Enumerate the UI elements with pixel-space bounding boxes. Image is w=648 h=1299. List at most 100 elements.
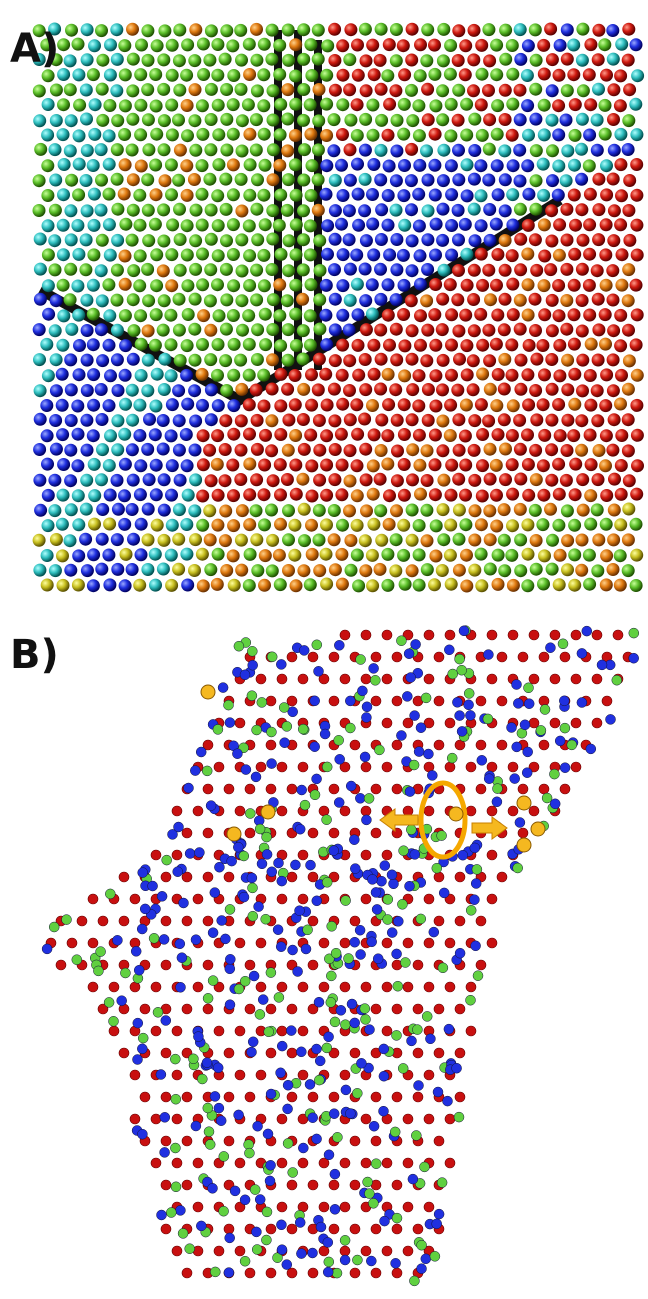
atom bbox=[34, 143, 47, 156]
atom bbox=[243, 68, 256, 81]
atom bbox=[203, 828, 213, 838]
atom bbox=[119, 309, 132, 322]
atom bbox=[197, 458, 210, 471]
atom bbox=[48, 504, 61, 517]
atom bbox=[458, 850, 468, 860]
atom bbox=[104, 489, 117, 502]
atom bbox=[319, 368, 332, 381]
atom bbox=[382, 189, 395, 202]
atom bbox=[506, 429, 519, 442]
atom bbox=[422, 204, 435, 217]
atom bbox=[599, 338, 612, 351]
atom bbox=[513, 144, 526, 157]
atom bbox=[614, 518, 627, 531]
atom bbox=[296, 473, 309, 486]
atom bbox=[452, 24, 465, 37]
atom bbox=[173, 54, 186, 67]
atom bbox=[274, 578, 287, 591]
atom bbox=[282, 564, 295, 577]
atom bbox=[476, 916, 486, 926]
panel-label: B) bbox=[10, 632, 59, 678]
atom bbox=[537, 189, 550, 202]
atom bbox=[297, 174, 310, 187]
atom bbox=[630, 518, 643, 531]
atom bbox=[434, 1209, 444, 1219]
atom bbox=[360, 84, 373, 97]
atom bbox=[42, 98, 55, 111]
atom bbox=[313, 504, 326, 517]
atom bbox=[298, 143, 311, 156]
atom bbox=[514, 175, 527, 188]
atom bbox=[296, 293, 309, 306]
atom bbox=[340, 982, 350, 992]
atom bbox=[468, 564, 481, 577]
atom bbox=[282, 173, 295, 186]
atom bbox=[234, 984, 244, 994]
atom bbox=[546, 324, 559, 337]
atom bbox=[111, 234, 124, 247]
atom bbox=[622, 444, 635, 457]
atom bbox=[340, 1255, 350, 1265]
atom bbox=[608, 144, 621, 157]
atom bbox=[453, 444, 466, 457]
atom bbox=[266, 233, 279, 246]
atom bbox=[172, 850, 182, 860]
atom bbox=[351, 98, 364, 111]
atom bbox=[119, 872, 129, 882]
atom bbox=[366, 308, 379, 321]
atom bbox=[276, 942, 286, 952]
atom bbox=[250, 473, 263, 486]
atom bbox=[50, 353, 63, 366]
atom bbox=[173, 414, 186, 427]
atom bbox=[322, 762, 332, 772]
atom bbox=[248, 660, 258, 670]
atom bbox=[72, 38, 85, 51]
atom bbox=[554, 429, 567, 442]
atom bbox=[403, 982, 413, 992]
atom bbox=[398, 339, 411, 352]
atom bbox=[622, 413, 635, 426]
atom bbox=[575, 414, 588, 427]
atom bbox=[360, 323, 373, 336]
atom bbox=[127, 474, 140, 487]
atom bbox=[161, 1016, 171, 1026]
atom bbox=[607, 83, 620, 96]
atom bbox=[151, 1158, 161, 1168]
atom bbox=[421, 83, 434, 96]
atom bbox=[50, 294, 63, 307]
atom bbox=[413, 159, 426, 172]
atom bbox=[72, 428, 85, 441]
atom bbox=[351, 428, 364, 441]
atom bbox=[352, 339, 365, 352]
atom bbox=[111, 414, 124, 427]
atom bbox=[335, 428, 348, 441]
atom bbox=[622, 533, 635, 546]
atom bbox=[555, 736, 565, 746]
atom bbox=[553, 218, 566, 231]
atom bbox=[575, 173, 588, 186]
atom bbox=[80, 233, 93, 246]
atom bbox=[452, 325, 465, 338]
atom bbox=[227, 69, 240, 82]
atom bbox=[366, 99, 379, 112]
atom bbox=[630, 488, 643, 501]
atom bbox=[506, 219, 519, 232]
atom bbox=[308, 1268, 318, 1278]
atom bbox=[170, 1143, 180, 1153]
atom bbox=[245, 809, 255, 819]
atom bbox=[247, 1047, 257, 1057]
atom bbox=[405, 881, 415, 891]
atom bbox=[340, 630, 350, 640]
atom bbox=[508, 806, 518, 816]
atom bbox=[344, 263, 357, 276]
atom bbox=[455, 948, 465, 958]
atom bbox=[521, 518, 534, 531]
atom bbox=[522, 278, 535, 291]
atom bbox=[193, 1158, 203, 1168]
atom bbox=[445, 982, 455, 992]
atom bbox=[250, 54, 263, 67]
atom bbox=[606, 714, 616, 724]
atom bbox=[130, 894, 140, 904]
atom bbox=[88, 219, 101, 232]
atom bbox=[361, 894, 371, 904]
